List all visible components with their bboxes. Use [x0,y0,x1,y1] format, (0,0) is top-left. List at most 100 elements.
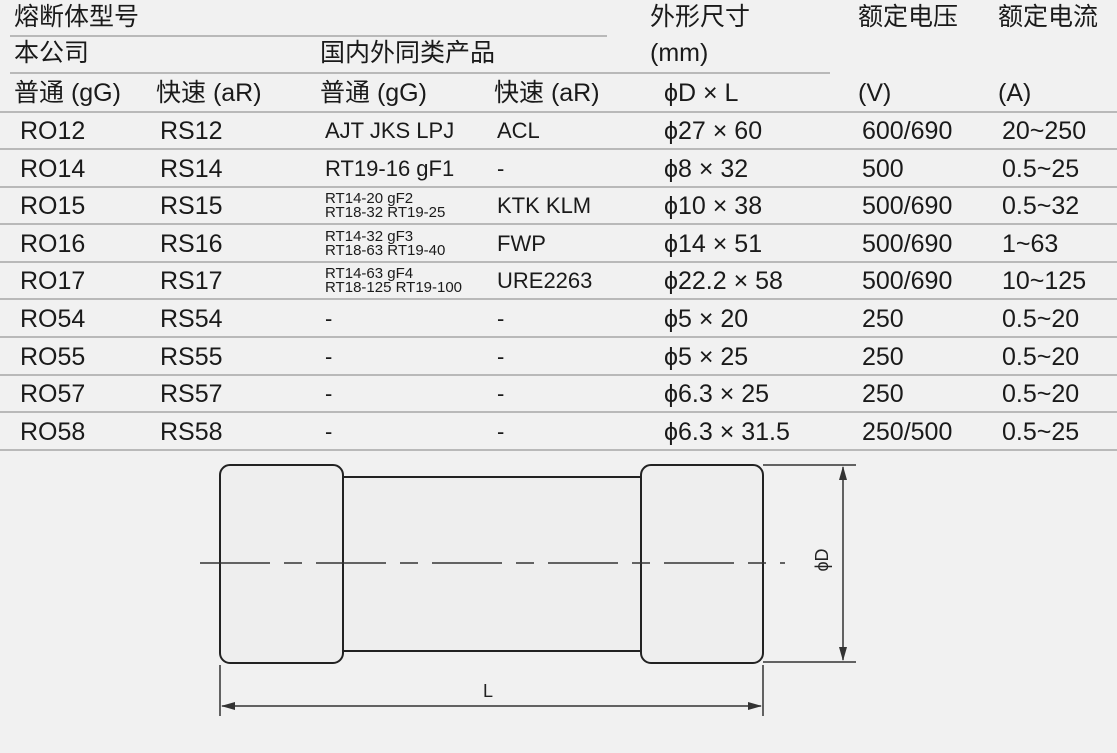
divider [10,35,607,37]
dimensions: ϕ22.2 × 58 [664,267,783,296]
current-title: 额定电流 [998,3,1099,31]
rated-voltage: 500 [862,154,904,183]
dimensions: ϕ27 × 60 [664,117,763,145]
rated-voltage: 250/500 [862,417,953,446]
length-label: L [483,681,493,701]
company-header: 本公司 [14,39,90,67]
similar-gg-line: RT14-32 gF3 [325,227,414,245]
dimensions: ϕ6.3 × 31.5 [664,417,790,446]
model-rs: RS54 [160,305,223,333]
table-row: RO15 RS15 RT14-20 gF2 RT18-32 RT19-25 KTK KL… [0,188,1117,226]
rated-voltage: 250 [862,305,904,333]
similar-gg: - [325,418,333,444]
rated-current: 0.5~32 [1002,192,1080,221]
rated-voltage: 500/690 [862,229,953,258]
table-row: RO58 RS58 - - ϕ6.3 × 31.5 250/500 0.5~25 [0,414,1117,451]
similar-gg: - [325,381,333,407]
model-rs: RS15 [160,192,223,221]
similar-ar: - [497,306,505,331]
row-divider [0,373,1117,376]
model-ro: RO54 [20,305,86,333]
row-divider [0,448,1117,451]
col-ar: 快速 (aR) [156,79,262,107]
model-ro: RO17 [20,267,86,296]
dims-unit: (mm) [650,39,709,67]
voltage-title: 额定电压 [858,3,959,31]
rated-current: 1~63 [1002,229,1059,258]
rated-voltage: 250 [862,342,904,371]
col-gg: 普通 (gG) [14,79,121,107]
col-gg2: 普通 (gG) [320,79,427,107]
model-ro: RO15 [20,192,86,221]
similar-header: 国内外同类产品 [320,39,496,67]
fuse-body [342,476,642,652]
similar-ar: - [497,343,505,369]
similar-gg: AJT JKS LPJ [325,118,455,143]
rated-current: 10~125 [1002,267,1087,296]
similar-gg-line: RT18-32 RT19-25 [325,204,446,222]
fuse-cap-right [640,464,764,664]
model-rs: RS14 [160,154,223,183]
row-divider [0,298,1117,301]
model-rs: RS55 [160,342,223,371]
similar-ar: - [497,155,505,181]
rated-current: 0.5~20 [1002,305,1080,333]
divider [0,111,1117,113]
dimensions: ϕ5 × 20 [664,305,749,333]
model-rs: RS58 [160,417,223,446]
similar-ar: - [497,381,505,407]
dimensions: ϕ8 × 32 [664,154,749,183]
model-title: 熔断体型号 [14,3,140,31]
current-unit: (A) [998,79,1032,107]
row-divider [0,260,1117,263]
similar-gg-line: RT14-63 gF4 [325,265,414,283]
voltage-unit: (V) [858,79,892,107]
model-ro: RO14 [20,154,86,183]
row-divider [0,411,1117,414]
rated-voltage: 500/690 [862,267,953,296]
row-divider [0,336,1117,338]
rated-current: 0.5~25 [1002,154,1080,183]
table-row: RO14 RS14 RT19-16 gF1 - ϕ8 × 32 500 0.5~25 [0,151,1117,188]
divider [10,72,830,74]
rated-current: 0.5~20 [1002,342,1080,371]
rated-voltage: 500/690 [862,192,953,221]
col-ar2: 快速 (aR) [494,79,600,107]
similar-ar: URE2263 [497,268,593,294]
model-rs: RS16 [160,229,223,258]
table-row: RO17 RS17 RT14-63 gF4 RT18-125 RT19-100 URE2… [0,263,1117,301]
rated-current: 0.5~20 [1002,380,1080,409]
model-ro: RO16 [20,229,86,258]
model-ro: RO57 [20,380,86,409]
similar-ar: KTK KLM [497,193,592,219]
table-row: RO12 RS12 AJT JKS LPJ ACL ϕ27 × 60 600/690 20~… [0,113,1117,150]
dimensions: ϕ10 × 38 [664,192,763,221]
model-ro: RO55 [20,342,86,371]
similar-gg-line: RT18-125 RT19-100 [325,279,463,297]
diameter-label: ϕD [812,548,832,571]
table-row: RO55 RS55 - - ϕ5 × 25 250 0.5~20 [0,339,1117,376]
similar-gg: - [325,343,333,369]
row-divider [0,185,1117,188]
similar-gg-line: RT14-20 gF2 [325,190,414,208]
dimensions: ϕ5 × 25 [664,342,749,371]
table-row: RO16 RS16 RT14-32 gF3 RT18-63 RT19-40 FWP ϕ14… [0,226,1117,263]
rated-voltage: 250 [862,380,904,409]
model-ro: RO58 [20,417,86,446]
model-rs: RS57 [160,380,223,409]
similar-ar: - [497,418,505,444]
dimensions: ϕ14 × 51 [664,229,763,258]
table-row: RO57 RS57 - - ϕ6.3 × 25 250 0.5~20 [0,376,1117,414]
rated-current: 20~250 [1002,117,1087,145]
similar-ar: FWP [497,230,546,256]
model-ro: RO12 [20,117,86,145]
model-rs: RS17 [160,267,223,296]
similar-gg: - [325,306,333,331]
fuse-cap-left [219,464,344,664]
similar-gg-line: RT18-63 RT19-40 [325,241,446,259]
similar-ar: ACL [497,118,540,143]
dims-title: 外形尺寸 [650,3,751,31]
model-rs: RS12 [160,117,223,145]
table-row: RO54 RS54 - - ϕ5 × 20 250 0.5~20 [0,301,1117,338]
